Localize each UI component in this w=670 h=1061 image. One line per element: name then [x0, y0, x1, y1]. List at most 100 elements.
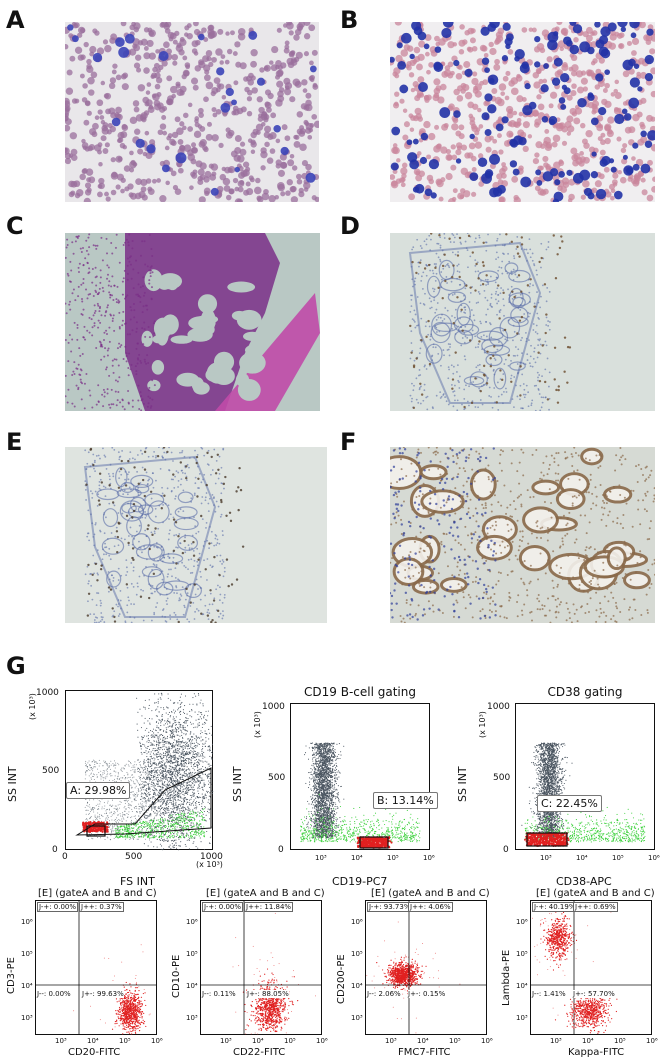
xtick-2-0: 10³	[540, 854, 552, 862]
quad-title-1: [E] (gateA and B and C)	[38, 888, 157, 899]
quad1-ll: J--: 0.00%	[37, 990, 71, 998]
micrograph-f	[390, 447, 655, 623]
xtick-2-3: 10⁶	[648, 854, 660, 862]
plot-title-cd19: CD19 B-cell gating	[304, 685, 416, 699]
qxtick-1-3: 10⁶	[316, 1037, 328, 1045]
xtick-fs-1000: 1000	[200, 852, 223, 862]
micrograph-c	[65, 233, 320, 411]
micrograph-b	[390, 22, 655, 202]
micrograph-e	[65, 447, 327, 623]
quad-plot-fmc7-cd200	[365, 900, 487, 1035]
ytick-1-1000: 1000	[262, 702, 285, 712]
qxtick-2-1: 10⁴	[417, 1037, 429, 1045]
qxtick-2-0: 10³	[385, 1037, 397, 1045]
quad-plot-kappa-lambda	[530, 900, 652, 1035]
quad3-ll: J--: 2.06%	[367, 990, 401, 998]
ylabel-lambda: Lambda-PE	[501, 949, 512, 1006]
xlabel-kappa: Kappa-FITC	[568, 1047, 625, 1058]
quad4-lr: J+-: 57.70%	[573, 990, 615, 998]
ytick-2-0: 0	[503, 845, 509, 855]
quad3-ur: J++: 4.06%	[408, 902, 453, 912]
ylabel-cd3: CD3-PE	[6, 956, 17, 994]
yunit-3: (x 10³)	[478, 711, 487, 738]
ytick-ss1-500: 500	[42, 766, 60, 776]
quad1-ur: J++: 0.37%	[79, 902, 124, 912]
ylabel-cd10: CD10-PE	[171, 954, 182, 998]
qxtick-1-2: 10⁵	[284, 1037, 296, 1045]
qytick-0-1: 10⁴	[21, 982, 33, 990]
micrograph-a	[65, 22, 319, 202]
qxtick-0-1: 10⁴	[87, 1037, 99, 1045]
quad4-ur: J++: 0.69%	[573, 902, 618, 912]
quad3-ul: J-+: 93.73%	[367, 902, 413, 912]
qxtick-0-2: 10⁵	[119, 1037, 131, 1045]
quad3-lr: J+-: 0.15%	[408, 990, 446, 998]
qxtick-0-0: 10³	[55, 1037, 67, 1045]
xlabel-cd20: CD20-FITC	[68, 1047, 121, 1058]
qytick-2-3: 10⁶	[351, 918, 363, 926]
gate-label-b: B: 13.14%	[373, 792, 438, 809]
yunit-2: (x 10³)	[253, 711, 262, 738]
micrograph-d	[390, 233, 655, 411]
quad-title-4: [E] (gateA and B and C)	[536, 888, 655, 899]
ytick-1-500: 500	[268, 773, 286, 783]
xtick-1-0: 10³	[315, 854, 327, 862]
gate-label-a: A: 29.98%	[66, 782, 131, 799]
qxtick-1-1: 10⁴	[252, 1037, 264, 1045]
panel-label-a: A	[6, 6, 25, 34]
panel-label-c: C	[6, 212, 24, 240]
qxtick-2-3: 10⁶	[481, 1037, 493, 1045]
xtick-1-1: 10⁴	[351, 854, 363, 862]
qytick-3-0: 10³	[516, 1014, 528, 1022]
xlabel-fmc7: FMC7-FITC	[398, 1047, 451, 1058]
ylabel-ss-2: SS INT	[231, 766, 244, 802]
xtick-fs-0: 0	[62, 852, 68, 862]
panel-label-e: E	[6, 428, 23, 456]
qytick-2-1: 10⁴	[351, 982, 363, 990]
xtick-2-1: 10⁴	[576, 854, 588, 862]
xtick-1-3: 10⁶	[423, 854, 435, 862]
panel-label-g: G	[6, 652, 26, 680]
plot-title-cd38: CD38 gating	[547, 685, 623, 699]
quad2-ur: J++: 11.84%	[244, 902, 294, 912]
quad-title-2: [E] (gateA and B and C)	[206, 888, 325, 899]
qxtick-3-1: 10⁴	[582, 1037, 594, 1045]
scatter-fs-ss	[65, 690, 214, 851]
qytick-1-0: 10³	[186, 1014, 198, 1022]
quad2-lr: J+-: 88.05%	[247, 990, 289, 998]
ytick-2-500: 500	[493, 773, 511, 783]
qytick-3-1: 10⁴	[516, 982, 528, 990]
quad-plot-cd22-cd10	[200, 900, 322, 1035]
panel-label-b: B	[340, 6, 359, 34]
qxtick-3-0: 10³	[550, 1037, 562, 1045]
scatter-cd38-ss	[515, 703, 655, 850]
quad-plot-cd20-cd3	[35, 900, 157, 1035]
qytick-2-2: 10⁵	[351, 950, 363, 958]
qytick-2-0: 10³	[351, 1014, 363, 1022]
qxtick-3-3: 10⁶	[646, 1037, 658, 1045]
xtick-1-2: 10⁵	[387, 854, 399, 862]
qxtick-2-2: 10⁵	[449, 1037, 461, 1045]
quad2-ul: J-+: 0.00%	[202, 902, 244, 912]
xlabel-fs: FS INT	[120, 875, 155, 888]
quad1-lr: J+-: 99.63%	[82, 990, 124, 998]
qytick-0-2: 10⁵	[21, 950, 33, 958]
ylabel-ss-3: SS INT	[456, 766, 469, 802]
xtick-2-2: 10⁵	[612, 854, 624, 862]
qytick-3-3: 10⁶	[516, 918, 528, 926]
quad1-ul: J-+: 0.00%	[37, 902, 79, 912]
quad4-ul: J-+: 40.19%	[532, 902, 578, 912]
qytick-1-2: 10⁵	[186, 950, 198, 958]
ytick-ss1-0: 0	[52, 845, 58, 855]
xlabel-cd38: CD38-APC	[556, 875, 612, 888]
quad2-ll: J--: 0.11%	[202, 990, 236, 998]
gate-label-c: C: 22.45%	[537, 795, 602, 812]
panel-label-d: D	[340, 212, 360, 240]
qxtick-0-3: 10⁶	[151, 1037, 163, 1045]
xunit-1: (x 10³)	[196, 860, 223, 869]
qytick-1-3: 10⁶	[186, 918, 198, 926]
qxtick-1-0: 10³	[220, 1037, 232, 1045]
quad-title-3: [E] (gateA and B and C)	[371, 888, 490, 899]
ytick-ss1-1000: 1000	[36, 688, 59, 698]
xtick-fs-500: 500	[125, 852, 143, 862]
